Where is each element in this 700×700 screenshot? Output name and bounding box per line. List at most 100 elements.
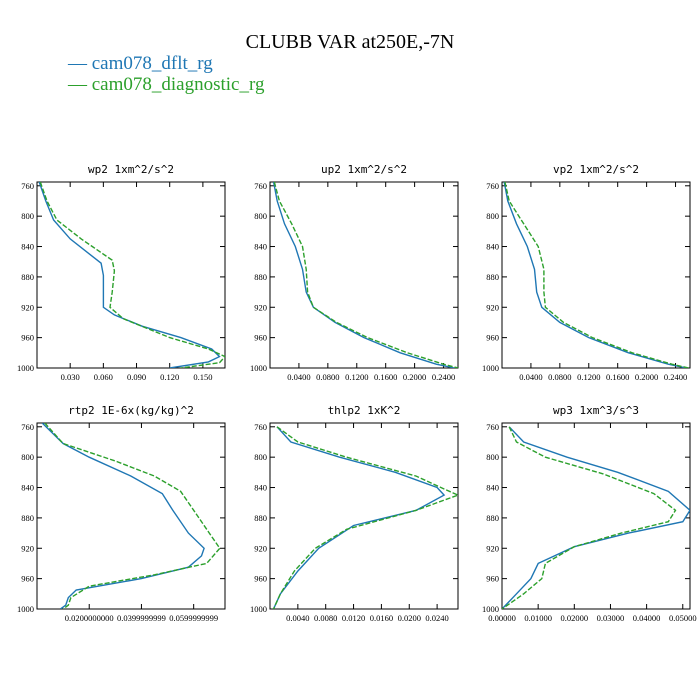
x-tick-label: 0.0240	[425, 613, 448, 623]
x-tick-label: 0.05000	[669, 613, 697, 623]
y-tick-label: 960	[486, 333, 499, 343]
x-tick-label: 0.0040	[286, 613, 309, 623]
x-tick-label: 0.0160	[370, 613, 393, 623]
y-tick-label: 760	[254, 181, 267, 191]
y-tick-label: 760	[21, 181, 34, 191]
y-tick-label: 760	[486, 181, 499, 191]
y-tick-label: 760	[21, 422, 34, 432]
x-tick-label: 0.00000	[488, 613, 516, 623]
chart-panel-4: rtp2 1E-6x(kg/kg)^2 760 800 840 880 920 960 100…	[17, 404, 226, 623]
y-tick-label: 800	[254, 211, 267, 221]
y-tick-label: 840	[486, 483, 499, 493]
series-line-diagnostic	[502, 426, 677, 609]
figure-title: CLUBB VAR at250E,-7N	[246, 31, 455, 53]
x-tick-label: 0.2000	[403, 372, 426, 382]
x-tick-label: 0.1600	[606, 372, 629, 382]
y-tick-label: 880	[254, 272, 267, 282]
panel-title: rtp2 1E-6x(kg/kg)^2	[68, 404, 194, 417]
x-tick-label: 0.2400	[664, 372, 687, 382]
y-tick-label: 1000	[250, 604, 267, 614]
y-tick-label: 960	[254, 333, 267, 343]
panel-title: wp3 1xm^3/s^3	[553, 404, 639, 417]
x-tick-label: 0.0599999999	[169, 613, 218, 623]
panel-title: wp2 1xm^2/s^2	[88, 163, 174, 176]
x-tick-label: 0.0399999999	[117, 613, 166, 623]
series-line-dflt	[272, 426, 446, 609]
x-tick-label: 0.0200	[398, 613, 421, 623]
series-line-dflt	[38, 182, 221, 368]
plot-frame	[269, 422, 459, 610]
y-tick-label: 960	[21, 333, 34, 343]
panel-title: thlp2 1xK^2	[328, 404, 401, 417]
plot-frame	[501, 422, 691, 610]
x-tick-label: 0.120	[160, 372, 179, 382]
y-tick-label: 880	[486, 272, 499, 282]
x-tick-label: 0.1200	[577, 372, 600, 382]
y-tick-label: 920	[21, 302, 34, 312]
x-tick-label: 0.0400	[287, 372, 310, 382]
x-tick-label: 0.090	[127, 372, 146, 382]
y-tick-label: 760	[254, 422, 267, 432]
x-tick-label: 0.0800	[316, 372, 339, 382]
y-tick-label: 840	[254, 242, 267, 252]
x-tick-label: 0.02000	[560, 613, 588, 623]
series-line-diagnostic	[272, 426, 458, 609]
x-tick-label: 0.0400	[519, 372, 542, 382]
x-tick-label: 0.150	[193, 372, 212, 382]
series-line-dflt	[272, 182, 455, 368]
y-tick-label: 880	[21, 272, 34, 282]
x-tick-label: 0.01000	[524, 613, 552, 623]
chart-panel-3: vp2 1xm^2/s^2 760 800 840 880 920 960 1000 0.040…	[482, 163, 691, 382]
plot-frame	[36, 422, 226, 610]
x-tick-label: 0.0120	[342, 613, 365, 623]
panel-title: vp2 1xm^2/s^2	[553, 163, 639, 176]
y-tick-label: 1000	[17, 363, 34, 373]
y-tick-label: 1000	[482, 604, 499, 614]
x-tick-label: 0.0800	[548, 372, 571, 382]
x-tick-label: 0.060	[94, 372, 113, 382]
y-tick-label: 800	[486, 211, 499, 221]
x-tick-label: 0.0200000000	[65, 613, 114, 623]
series-line-diagnostic	[44, 423, 221, 609]
y-tick-label: 840	[21, 242, 34, 252]
x-tick-label: 0.03000	[597, 613, 625, 623]
series-line-dflt	[41, 423, 205, 609]
x-tick-label: 0.04000	[633, 613, 661, 623]
chart-panel-5: thlp2 1xK^2 760 800 840 880 920 960 1000 0.0040 0…	[250, 404, 459, 623]
panel-title: up2 1xm^2/s^2	[321, 163, 407, 176]
chart-panel-1: wp2 1xm^2/s^2 760 800 840 880 920 960 1000 0.030…	[17, 163, 226, 382]
series-line-diagnostic	[504, 182, 689, 368]
y-tick-label: 1000	[250, 363, 267, 373]
y-tick-label: 960	[486, 574, 499, 584]
y-tick-label: 920	[254, 302, 267, 312]
plot-frame	[269, 181, 459, 369]
x-tick-label: 0.1200	[345, 372, 368, 382]
x-tick-label: 0.030	[61, 372, 80, 382]
y-tick-label: 920	[254, 543, 267, 553]
y-tick-label: 840	[486, 242, 499, 252]
chart-panel-2: up2 1xm^2/s^2 760 800 840 880 920 960 1000 0.040…	[250, 163, 459, 382]
chart-panel-6: wp3 1xm^3/s^3 760 800 840 880 920 960 10000.000…	[482, 404, 697, 623]
y-tick-label: 920	[486, 302, 499, 312]
y-tick-label: 840	[21, 483, 34, 493]
plot-frame	[36, 181, 226, 369]
y-tick-label: 880	[254, 513, 267, 523]
y-tick-label: 920	[486, 543, 499, 553]
y-tick-label: 1000	[17, 604, 34, 614]
y-tick-label: 800	[21, 211, 34, 221]
panels: wp2 1xm^2/s^2 760 800 840 880 920 960 1000 0.030…	[17, 163, 697, 623]
x-tick-label: 0.2400	[432, 372, 455, 382]
series-line-dflt	[503, 182, 687, 368]
y-tick-label: 960	[254, 574, 267, 584]
y-tick-label: 760	[486, 422, 499, 432]
y-tick-label: 920	[21, 543, 34, 553]
y-tick-label: 800	[21, 452, 34, 462]
legend-entry-diagnostic: — cam078_diagnostic_rg	[67, 74, 265, 95]
plot-frame	[501, 181, 691, 369]
y-tick-label: 800	[486, 452, 499, 462]
y-tick-label: 1000	[482, 363, 499, 373]
y-tick-label: 960	[21, 574, 34, 584]
series-line-dflt	[502, 426, 690, 609]
